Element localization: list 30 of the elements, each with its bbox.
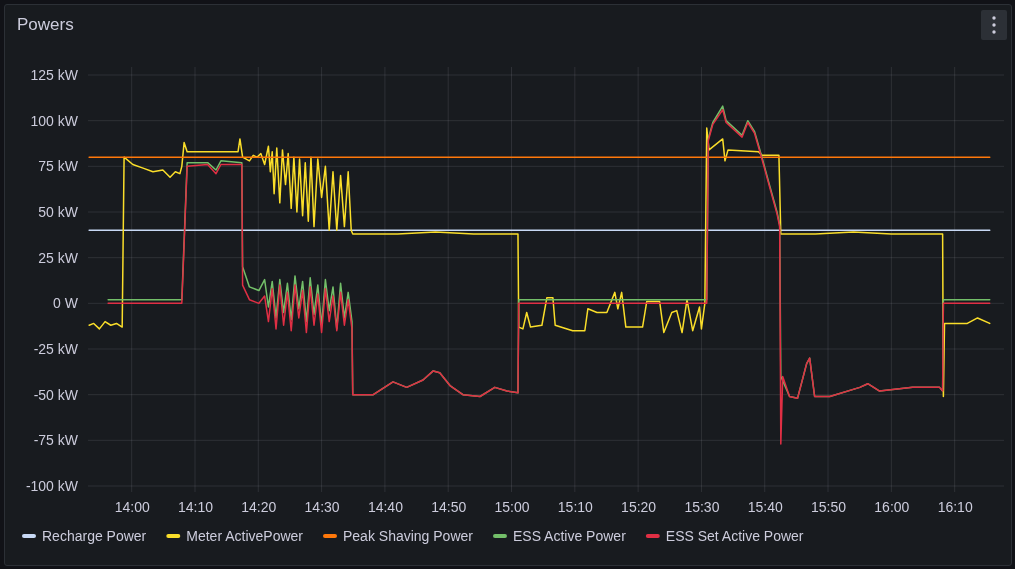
y-tick-label: 50 kW (38, 203, 79, 220)
x-tick-label: 14:50 (431, 498, 467, 515)
y-tick-label: -75 kW (33, 432, 79, 449)
legend-label: Recharge Power (42, 528, 147, 544)
chart-title: Powers (17, 15, 74, 34)
y-tick-label: 125 kW (30, 66, 79, 83)
x-tick-label: 15:20 (621, 498, 657, 515)
legend-label: ESS Set Active Power (665, 528, 804, 544)
legend-label: ESS Active Power (512, 528, 627, 544)
x-tick-label: 15:40 (747, 498, 783, 515)
y-tick-label: 100 kW (30, 112, 79, 129)
x-tick-label: 14:30 (304, 498, 340, 515)
y-tick-label: -25 kW (33, 340, 79, 357)
x-tick-label: 14:10 (177, 498, 214, 515)
y-tick-label: 0 W (53, 295, 79, 312)
x-tick-label: 15:30 (684, 498, 720, 515)
x-tick-label: 15:10 (557, 498, 594, 515)
y-tick-label: 25 kW (38, 249, 79, 266)
legend-label: Peak Shaving Power (343, 528, 474, 544)
y-tick-label: -100 kW (25, 477, 79, 494)
x-tick-label: 15:50 (811, 498, 847, 515)
x-tick-label: 14:20 (241, 498, 277, 515)
x-tick-label: 16:00 (874, 498, 910, 515)
x-tick-label: 14:00 (114, 498, 150, 515)
y-tick-label: 75 kW (38, 158, 79, 175)
x-tick-label: 15:00 (494, 498, 530, 515)
x-tick-label: 14:40 (367, 498, 404, 515)
y-tick-label: -50 kW (33, 386, 79, 403)
legend-label: Meter ActivePower (186, 528, 304, 544)
x-tick-label: 16:10 (937, 498, 973, 515)
